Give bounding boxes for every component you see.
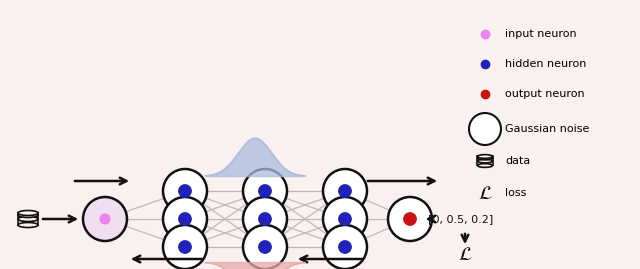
Circle shape	[179, 213, 191, 225]
Ellipse shape	[163, 225, 207, 269]
Circle shape	[259, 213, 271, 225]
Ellipse shape	[477, 164, 493, 167]
Ellipse shape	[477, 156, 493, 160]
Circle shape	[179, 241, 191, 253]
Ellipse shape	[18, 211, 38, 215]
Ellipse shape	[243, 225, 287, 269]
Text: hidden neuron: hidden neuron	[505, 59, 586, 69]
Ellipse shape	[323, 169, 367, 213]
Bar	[18, 213, 38, 225]
Circle shape	[259, 241, 271, 253]
Ellipse shape	[323, 197, 367, 241]
Circle shape	[179, 185, 191, 197]
Ellipse shape	[18, 217, 38, 221]
Text: loss: loss	[505, 188, 526, 198]
Ellipse shape	[18, 222, 38, 228]
Circle shape	[339, 185, 351, 197]
Ellipse shape	[163, 169, 207, 213]
Text: output neuron: output neuron	[505, 89, 584, 99]
Text: data: data	[505, 156, 531, 166]
Circle shape	[469, 113, 501, 145]
Text: $\mathcal{L}$: $\mathcal{L}$	[477, 183, 492, 203]
Circle shape	[339, 241, 351, 253]
Ellipse shape	[18, 213, 38, 218]
Ellipse shape	[243, 169, 287, 213]
Ellipse shape	[323, 225, 367, 269]
Circle shape	[259, 185, 271, 197]
Bar	[477, 157, 493, 165]
Text: input neuron: input neuron	[505, 29, 577, 39]
Circle shape	[100, 214, 110, 224]
Text: [0, 0.5, 0.2]: [0, 0.5, 0.2]	[428, 214, 493, 224]
Ellipse shape	[388, 197, 432, 241]
Text: Gaussian noise: Gaussian noise	[505, 124, 589, 134]
Ellipse shape	[243, 197, 287, 241]
Text: $\mathcal{L}$: $\mathcal{L}$	[458, 245, 472, 264]
Circle shape	[339, 213, 351, 225]
Circle shape	[83, 197, 127, 241]
Circle shape	[404, 213, 416, 225]
Ellipse shape	[477, 155, 493, 158]
Ellipse shape	[477, 159, 493, 163]
Ellipse shape	[163, 197, 207, 241]
